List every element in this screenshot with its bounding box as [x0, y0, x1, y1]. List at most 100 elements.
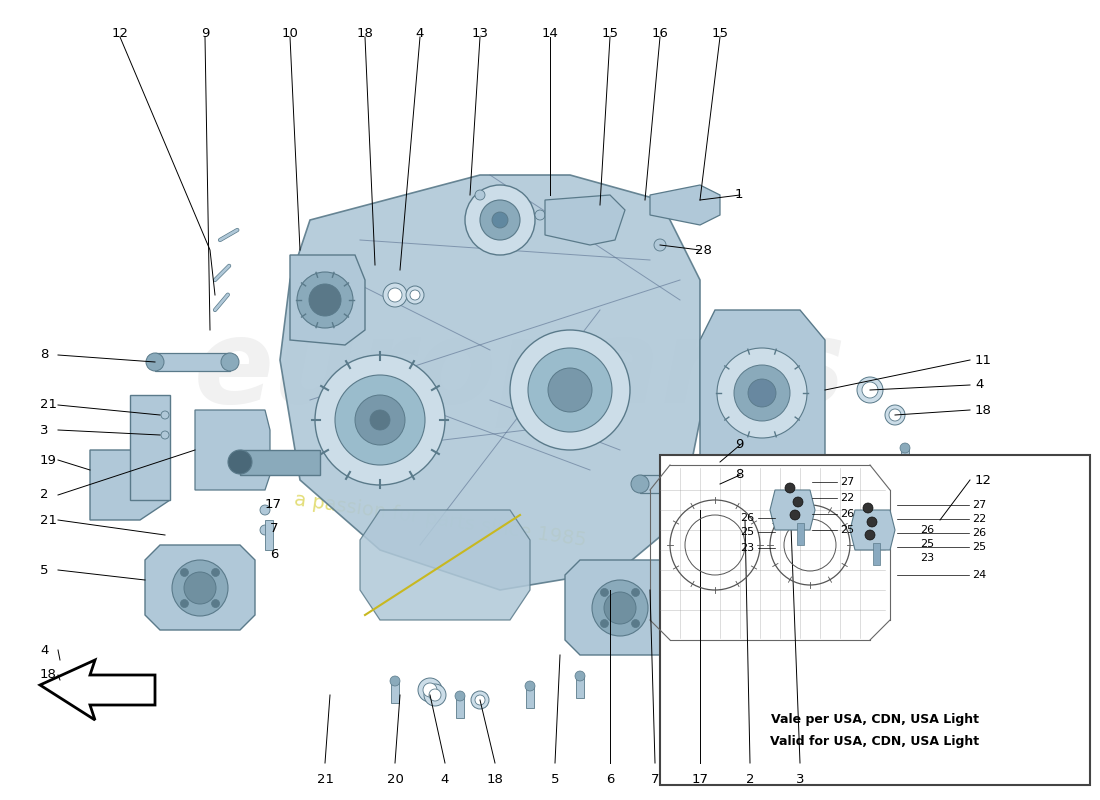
Text: 2: 2	[746, 773, 755, 786]
Text: 9: 9	[201, 27, 209, 40]
Text: 26: 26	[920, 525, 934, 535]
Text: 21: 21	[40, 398, 57, 411]
Text: 13: 13	[472, 27, 488, 40]
Circle shape	[336, 375, 425, 465]
Text: 4: 4	[416, 27, 425, 40]
Circle shape	[864, 503, 873, 513]
Polygon shape	[130, 395, 170, 500]
Text: 9: 9	[735, 438, 744, 451]
Circle shape	[390, 676, 400, 686]
Text: 6: 6	[270, 549, 278, 562]
Circle shape	[631, 619, 639, 627]
Circle shape	[480, 200, 520, 240]
Circle shape	[260, 505, 270, 515]
Text: 8: 8	[40, 349, 48, 362]
Circle shape	[865, 530, 874, 540]
Text: 5: 5	[551, 773, 559, 786]
Text: 3: 3	[795, 773, 804, 786]
Bar	[155, 353, 230, 371]
Circle shape	[260, 525, 270, 535]
Circle shape	[601, 589, 608, 597]
Circle shape	[370, 410, 390, 430]
Text: 25: 25	[920, 539, 934, 549]
Circle shape	[180, 599, 188, 607]
Circle shape	[309, 284, 341, 316]
Bar	[456, 696, 464, 718]
Polygon shape	[145, 545, 255, 630]
Circle shape	[429, 689, 441, 701]
Polygon shape	[290, 255, 365, 345]
Text: 21: 21	[40, 514, 57, 526]
Circle shape	[410, 290, 420, 300]
Bar	[390, 681, 399, 703]
Text: 7: 7	[651, 773, 659, 786]
Circle shape	[184, 572, 216, 604]
Circle shape	[465, 185, 535, 255]
Circle shape	[900, 443, 910, 453]
Text: 18: 18	[40, 669, 57, 682]
Text: 15: 15	[712, 27, 728, 40]
Text: 27: 27	[840, 477, 855, 487]
Circle shape	[211, 569, 220, 577]
Circle shape	[654, 239, 666, 251]
Polygon shape	[650, 185, 721, 225]
Circle shape	[717, 348, 807, 438]
Circle shape	[790, 510, 800, 520]
Circle shape	[492, 212, 508, 228]
Circle shape	[595, 200, 605, 210]
Polygon shape	[40, 660, 155, 720]
Text: 28: 28	[695, 243, 712, 257]
Text: 26: 26	[972, 528, 986, 538]
Text: 18: 18	[356, 27, 373, 40]
Circle shape	[475, 695, 485, 705]
Circle shape	[867, 517, 877, 527]
Circle shape	[604, 592, 636, 624]
Circle shape	[748, 379, 775, 407]
Text: 2: 2	[40, 489, 48, 502]
Text: 27: 27	[972, 500, 987, 510]
Circle shape	[355, 395, 405, 445]
Circle shape	[221, 353, 239, 371]
Polygon shape	[280, 175, 700, 590]
Text: Vale per USA, CDN, USA Light: Vale per USA, CDN, USA Light	[771, 714, 979, 726]
Text: 19: 19	[40, 454, 57, 466]
Polygon shape	[700, 310, 825, 475]
Text: a passion for parts since 1985: a passion for parts since 1985	[293, 490, 587, 550]
Text: 25: 25	[740, 527, 755, 537]
Polygon shape	[850, 510, 895, 550]
Text: 18: 18	[486, 773, 504, 786]
Circle shape	[146, 353, 164, 371]
Circle shape	[711, 475, 729, 493]
Circle shape	[935, 503, 945, 513]
Bar	[873, 543, 880, 565]
Circle shape	[785, 483, 795, 493]
Circle shape	[592, 580, 648, 636]
Text: 22: 22	[840, 493, 855, 503]
Circle shape	[525, 681, 535, 691]
Circle shape	[228, 450, 252, 474]
Text: 20: 20	[386, 773, 404, 786]
Bar	[576, 676, 584, 698]
Circle shape	[857, 377, 883, 403]
Text: 12: 12	[975, 474, 992, 486]
Polygon shape	[360, 510, 530, 620]
Bar	[240, 450, 320, 475]
Text: europarts: europarts	[194, 313, 846, 427]
Circle shape	[601, 619, 608, 627]
Text: 7: 7	[270, 522, 278, 534]
Bar	[265, 520, 273, 550]
Circle shape	[406, 286, 424, 304]
Circle shape	[862, 382, 878, 398]
Text: 25: 25	[840, 525, 854, 535]
Circle shape	[161, 411, 169, 419]
Circle shape	[161, 431, 169, 439]
Text: 4: 4	[975, 378, 983, 391]
Text: 12: 12	[111, 27, 129, 40]
Circle shape	[388, 288, 401, 302]
Text: 23: 23	[920, 553, 934, 563]
Text: 4: 4	[441, 773, 449, 786]
Circle shape	[510, 330, 630, 450]
Circle shape	[475, 190, 485, 200]
Circle shape	[575, 671, 585, 681]
Text: 26: 26	[740, 513, 755, 523]
